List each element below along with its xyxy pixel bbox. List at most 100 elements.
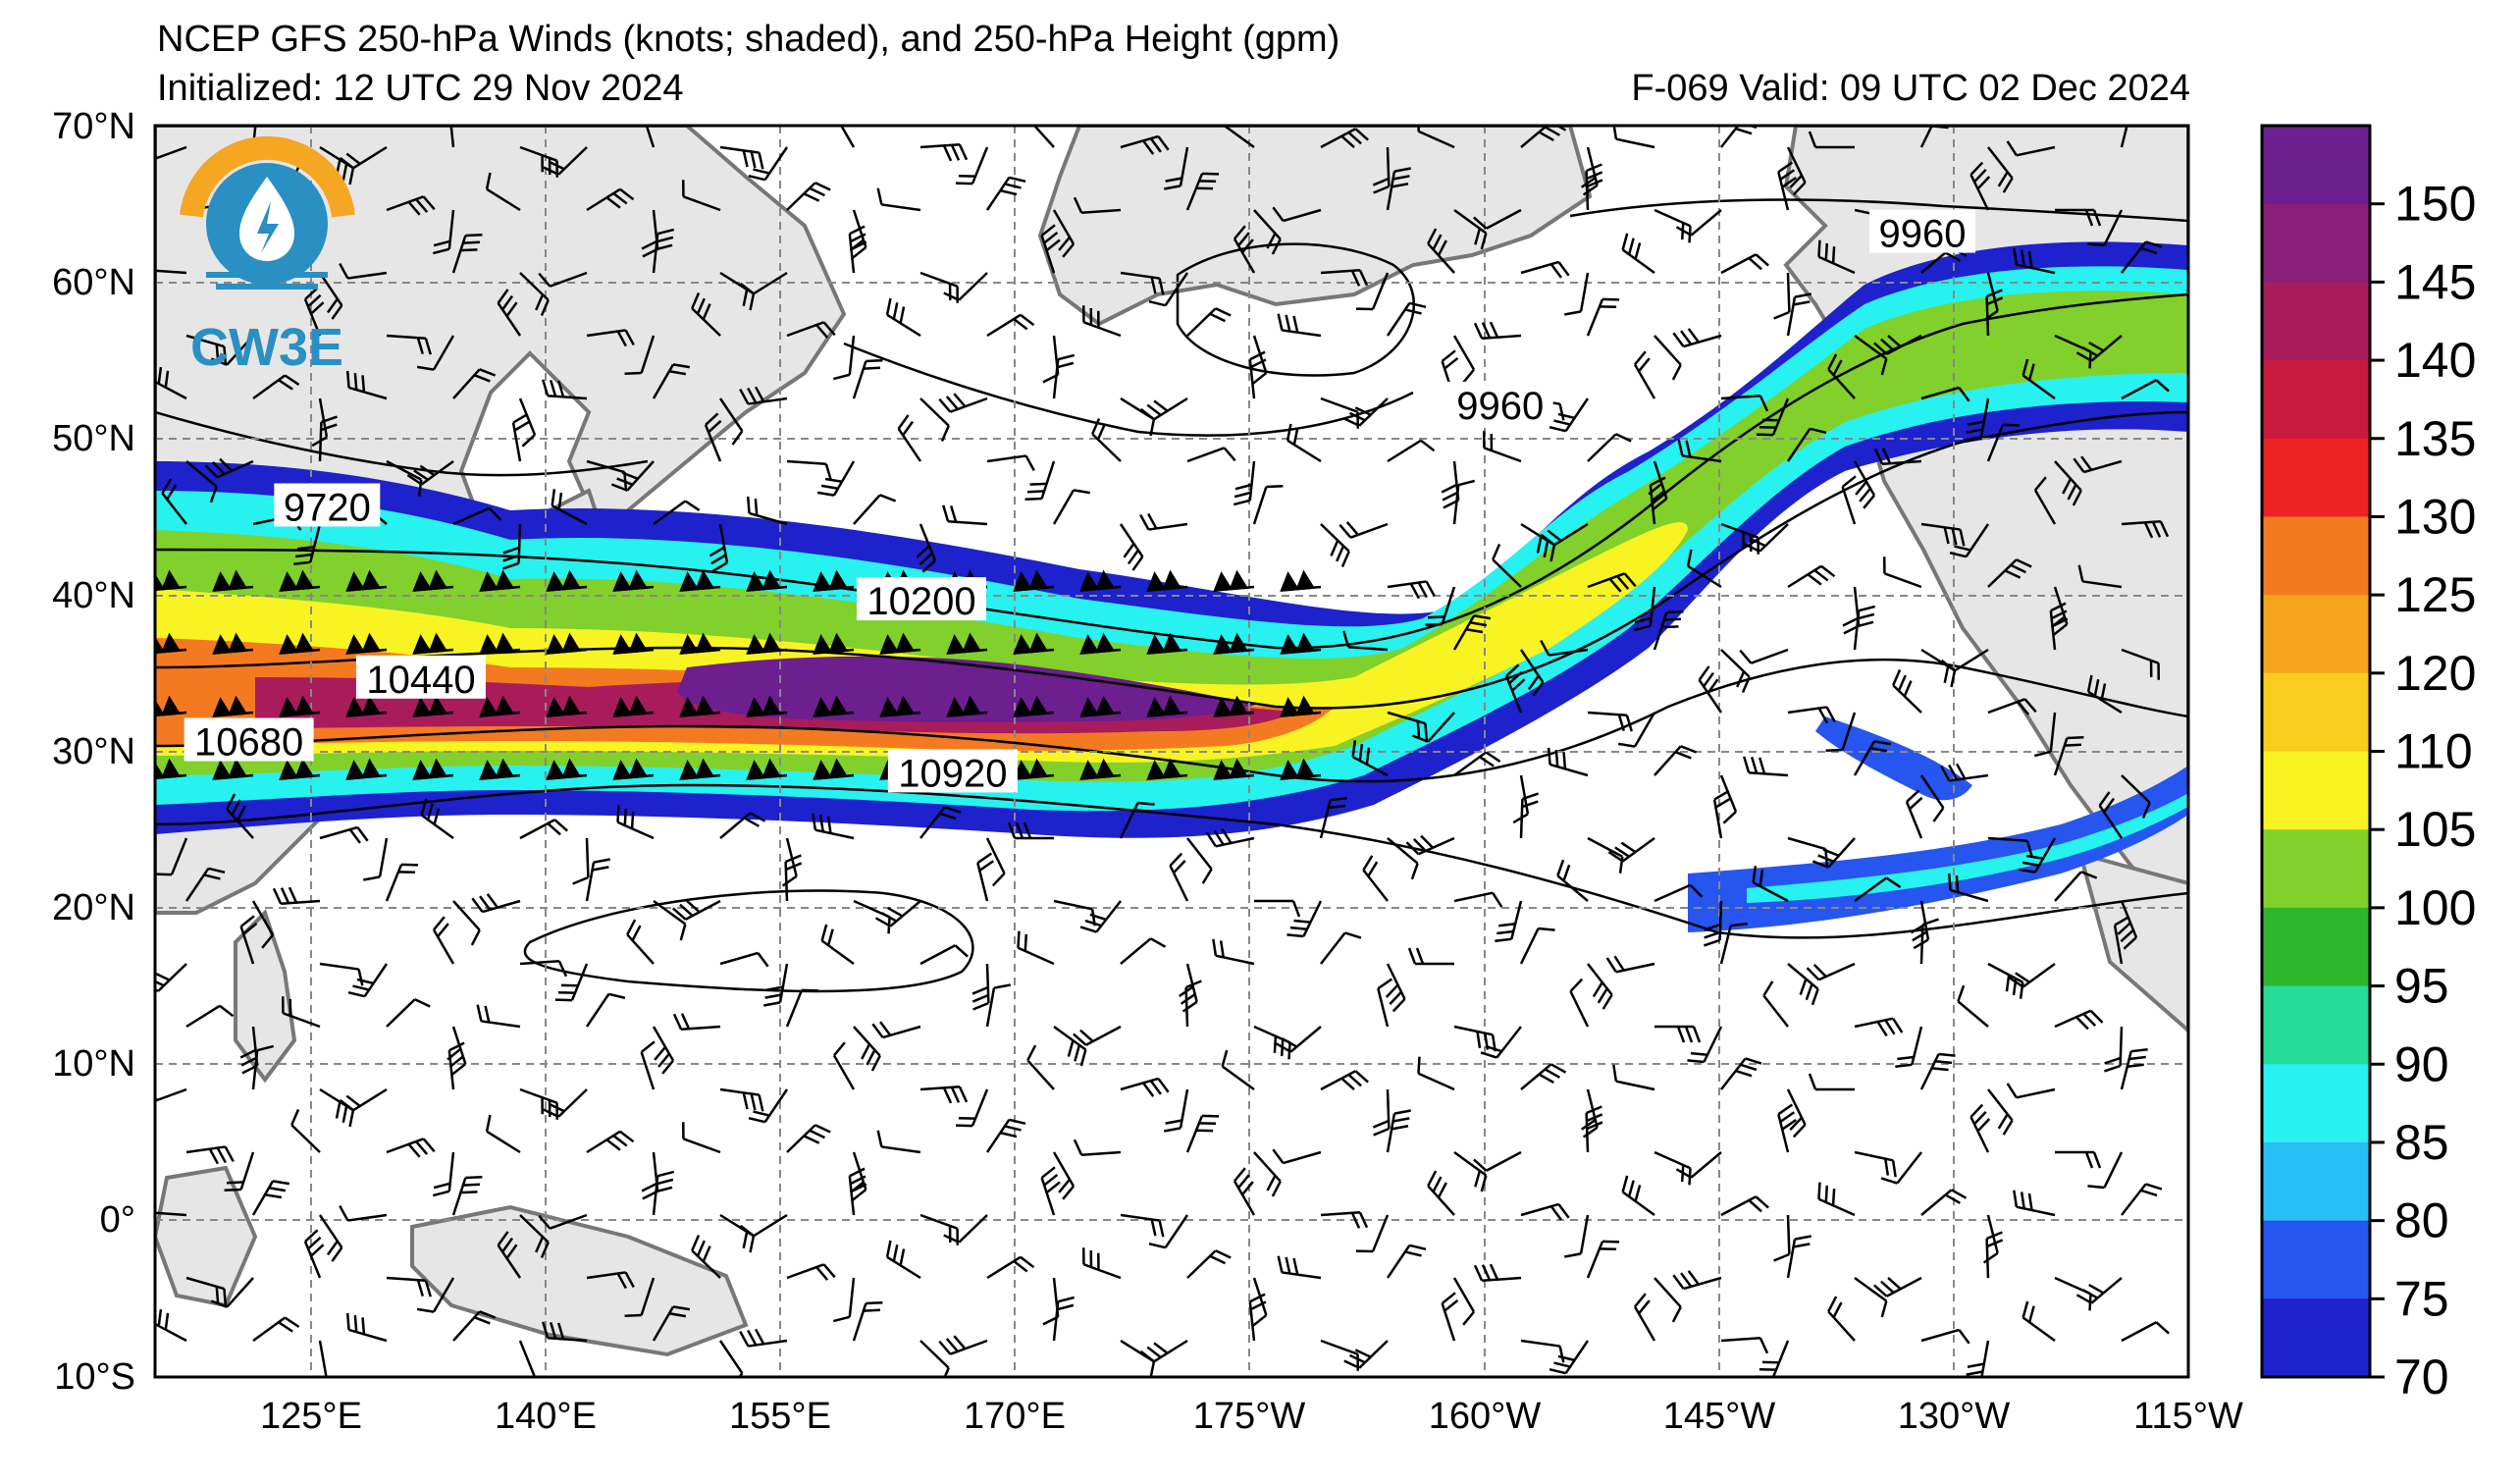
wind-barb (919, 944, 969, 966)
wind-barb (224, 1151, 255, 1192)
wind-barb (1473, 1263, 1522, 1283)
wind-barb (1253, 1151, 1282, 1197)
wind-barb (1720, 1057, 1762, 1090)
lat-label: 60°N (52, 262, 135, 303)
wind-barb (1587, 572, 1637, 593)
wind-barb (1213, 758, 1255, 780)
wind-barb (318, 1214, 343, 1262)
wind-barb (210, 1277, 254, 1308)
wind-barb (1280, 632, 1322, 655)
wind-barb (543, 1088, 588, 1118)
wind-barb (1853, 460, 1876, 509)
wind-barb (739, 386, 788, 405)
wind-barb (2087, 1151, 2124, 1190)
wind-barb (919, 1085, 969, 1104)
wind-barb (2021, 358, 2056, 400)
wind-barb (1320, 1210, 1369, 1229)
wind-barb (2121, 1183, 2163, 1216)
wind-barb (1649, 476, 1666, 525)
colorbar-swatch (2262, 438, 2370, 517)
wind-barb (1026, 126, 1055, 148)
wind-barb (1079, 900, 1122, 933)
wind-barb (879, 632, 921, 655)
wind-barb (1519, 927, 1555, 965)
wind-barb (919, 806, 962, 839)
wind-barb (1120, 134, 1170, 155)
wind-barb (1441, 1292, 1459, 1342)
wind-barb (832, 126, 856, 148)
wind-barb (546, 632, 588, 655)
wind-barb (1275, 1026, 1322, 1053)
wind-barb (1892, 669, 1922, 714)
contour-high-closed (523, 889, 974, 993)
wind-barb (1719, 922, 1748, 965)
colorbar: 150 145 140 135 130 125 120 110 105 100 95 90 85 80 75… (2262, 126, 2476, 1404)
wind-barb (1873, 1276, 1922, 1298)
wind-barb (586, 1271, 635, 1290)
wind-barb (1148, 272, 1189, 307)
wind-barb (1612, 1064, 1655, 1091)
wind-barb (853, 494, 897, 525)
wind-barb (624, 1277, 656, 1318)
wind-barb (303, 1229, 325, 1279)
wind-barb (1417, 126, 1455, 149)
wind-barb (345, 569, 388, 592)
wind-barb (432, 1151, 455, 1197)
wind-barb (279, 632, 321, 655)
wind-barb (1854, 1276, 1888, 1318)
wind-barb (1385, 963, 1406, 1013)
wind-barb (1739, 648, 1789, 664)
wind-barb (739, 1213, 788, 1238)
wind-barb (985, 1118, 1026, 1153)
wind-barb (572, 837, 590, 885)
wind-barb (612, 695, 655, 717)
wind-barb (2120, 1047, 2148, 1090)
lat-label: 10°S (54, 1356, 135, 1398)
wind-barb (652, 363, 691, 399)
wind-barb (1773, 272, 1791, 320)
wind-barb (1787, 706, 1836, 724)
wind-barb (1427, 228, 1455, 274)
wind-barb (1564, 272, 1590, 316)
lon-label: 145°W (1663, 1396, 1776, 1437)
wind-barb (363, 837, 389, 881)
wind-barb (1253, 209, 1282, 255)
wind-barb (1040, 1166, 1061, 1216)
wind-barb (2121, 648, 2161, 680)
wind-barb (2054, 1009, 2104, 1031)
wind-barb (1653, 609, 1684, 651)
wind-barb (1492, 544, 1522, 588)
wind-barb (1787, 963, 1819, 1006)
wind-barb (1387, 837, 1419, 880)
colorbar-swatch (2262, 1298, 2370, 1378)
colorbar-label: 125 (2394, 567, 2476, 622)
wind-barb (986, 313, 1035, 338)
wind-barb (2018, 837, 2057, 874)
wind-barb (452, 1310, 497, 1342)
wind-barb (251, 1044, 275, 1090)
colorbar-swatch (2262, 203, 2370, 283)
wind-barb (1817, 239, 1856, 275)
wind-barb (786, 321, 836, 339)
wind-barb (1586, 297, 1620, 337)
lon-label: 155°E (729, 1396, 831, 1437)
wind-barb (1811, 837, 1856, 869)
wind-barb (1073, 196, 1122, 215)
wind-barb (339, 262, 388, 280)
wind-barb (704, 412, 722, 462)
wind-barb (1743, 756, 1789, 777)
lon-label: 160°W (1429, 1396, 1542, 1437)
wind-barb (748, 146, 789, 182)
wind-barb (1982, 272, 1999, 322)
wind-barb (155, 1305, 187, 1343)
wind-barb (1520, 1063, 1567, 1090)
wind-barb (1617, 712, 1656, 748)
wind-barb (1773, 1214, 1791, 1262)
southern-branch (1815, 716, 1972, 801)
colorbar-swatch (2262, 595, 2370, 674)
wind-barb (1452, 335, 1476, 384)
wind-barb (1940, 648, 1989, 672)
wind-barb (1895, 1026, 1923, 1069)
wind-barb (451, 233, 483, 274)
wind-barb (1205, 827, 1255, 848)
